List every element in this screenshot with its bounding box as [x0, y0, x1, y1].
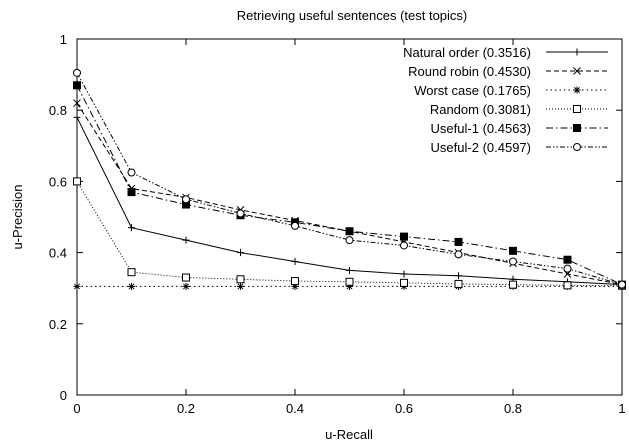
series-5-point: [127, 188, 136, 197]
series-5-point: [345, 227, 354, 236]
series-5-point: [73, 81, 81, 90]
series-1-point: [128, 224, 135, 232]
series-6-point: [400, 241, 408, 250]
series-6-point: [182, 195, 190, 204]
y-tick-label: 0.4: [49, 246, 67, 261]
series-1-point: [455, 272, 462, 280]
series-6-point: [127, 168, 136, 177]
legend-marker: [573, 86, 581, 94]
axis-ticks: 0 0.2 0.4 0.6 0.8 1 0 0.2 0.4 0.6 0.8 1: [49, 32, 626, 416]
y-tick-label: 0.8: [49, 103, 67, 118]
series-1-point: [182, 236, 190, 244]
y-tick-label: 0: [60, 388, 67, 403]
chart-title: Retrieving useful sentences (test topics…: [237, 8, 468, 23]
series-4-point: [127, 268, 136, 277]
series-5-point: [454, 237, 463, 246]
series-markers: [73, 68, 626, 290]
series-5-point: [400, 232, 408, 241]
series-4-point: [563, 281, 572, 290]
series-1-point: [291, 258, 299, 265]
plot-frame: [76, 38, 623, 396]
series-1-point: [237, 249, 244, 257]
series-2-point: [73, 99, 81, 107]
series-6-point: [345, 236, 354, 245]
legend-label: Useful-1 (0.4563): [431, 121, 531, 136]
series-4-point: [454, 279, 463, 288]
series-4-point: [236, 275, 245, 284]
legend-label: Natural order (0.3516): [403, 45, 531, 60]
y-tick-label: 1: [60, 32, 67, 47]
series-3-point: [237, 282, 244, 290]
x-tick-label: 0.4: [286, 401, 304, 416]
series-6-point: [563, 264, 572, 273]
legend-marker: [573, 143, 581, 151]
series-1-point: [400, 270, 408, 278]
series-6-point: [73, 68, 81, 77]
series-5-point: [509, 246, 517, 255]
series-3-point: [128, 282, 135, 290]
series-1-point: [346, 266, 353, 274]
series-line-2: [76, 102, 623, 286]
series-6-point: [618, 280, 626, 289]
x-tick-label: 0.2: [177, 401, 195, 416]
legend-label: Random (0.3081): [430, 102, 531, 117]
legend-label: Useful-2 (0.4597): [431, 140, 531, 155]
series-6-point: [236, 209, 245, 218]
series-3-point: [182, 282, 190, 290]
legend-marker: [573, 48, 581, 56]
legend-label: Round robin (0.4530): [408, 64, 531, 79]
series-4-point: [345, 277, 354, 286]
series-6-point: [291, 221, 299, 230]
legend-marker: [573, 124, 581, 132]
series-line-5: [76, 85, 623, 286]
series-4-point: [73, 177, 81, 186]
x-tick-label: 0.8: [504, 401, 522, 416]
y-axis-label: u-Precision: [10, 184, 25, 249]
series-6-point: [454, 250, 463, 259]
series-5-point: [563, 255, 572, 264]
series-line-6: [76, 72, 623, 286]
series-4-point: [400, 278, 408, 287]
legend-label: Worst case (0.1765): [414, 83, 531, 98]
y-tick-label: 0.2: [49, 317, 67, 332]
series-4-point: [291, 277, 299, 286]
series-1-point: [73, 113, 81, 121]
x-tick-label: 0: [73, 401, 80, 416]
legend-marker: [573, 105, 581, 113]
series-4-point: [509, 280, 517, 289]
x-tick-label: 1: [618, 401, 625, 416]
series-line-1: [76, 117, 623, 286]
series-lines: [76, 72, 623, 287]
y-tick-label: 0.6: [49, 174, 67, 189]
series-3-point: [73, 282, 81, 290]
legend-marker: [573, 67, 581, 75]
x-axis-label: u-Recall: [325, 427, 373, 442]
series-6-point: [509, 257, 517, 266]
x-tick-label: 0.6: [395, 401, 413, 416]
legend: Natural order (0.3516) Round robin (0.453…: [403, 45, 608, 155]
series-4-point: [182, 273, 190, 282]
